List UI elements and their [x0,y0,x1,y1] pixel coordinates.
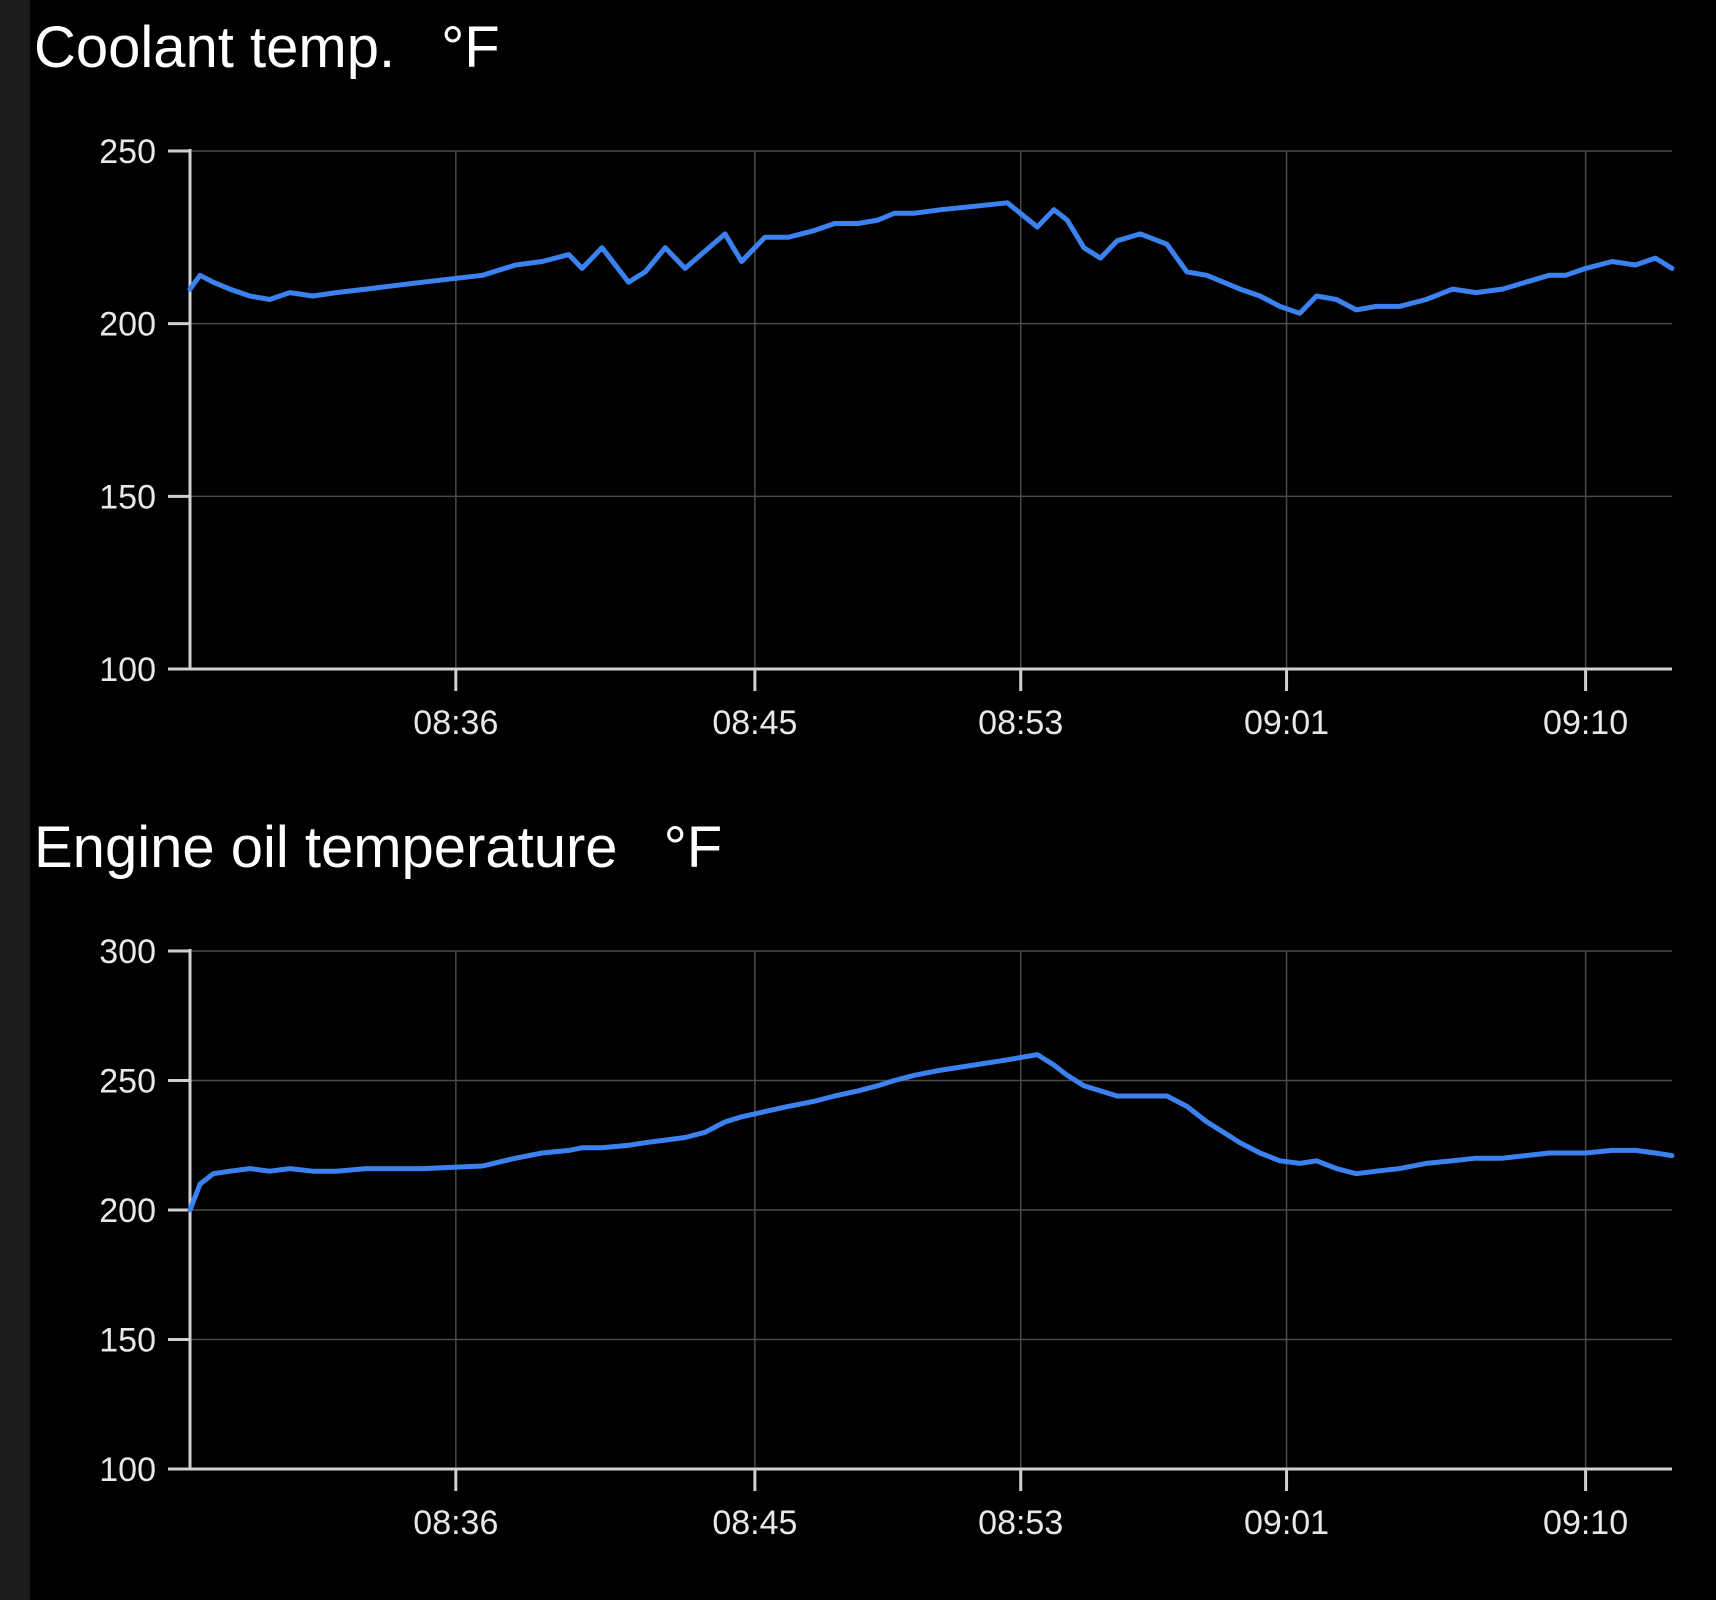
coolant-plot: 100 150 200 250 08:36 08:45 08:53 09:01 09:10 [99,133,1675,742]
chart-unit: °F [441,15,500,80]
chart-unit: °F [663,815,723,880]
x-tick-label: 08:45 [712,704,797,742]
oil-plot: 100 150 200 250 300 08:36 08:45 08:53 09:01 09:10 [99,933,1675,1542]
x-tick-label: 08:53 [978,704,1063,742]
series-line [187,1052,1675,1213]
y-tick-label: 150 [99,1322,156,1360]
y-tick-label: 100 [99,1451,156,1489]
y-tick-label: 150 [99,478,156,516]
x-tick-label: 08:36 [413,704,498,742]
series-line [187,200,1675,316]
x-tick-label: 08:45 [712,1504,797,1542]
x-tick-label: 08:36 [413,1504,498,1542]
y-tick-label: 250 [99,1063,156,1101]
y-tick-label: 100 [99,651,156,689]
oil-chart-panel: Engine oil temperature °F 100 150 200 250 300… [30,800,1716,1600]
x-tick-label: 08:53 [978,1504,1063,1542]
coolant-chart-panel: Coolant temp. °F 100 150 200 250 08:36 08:45 08… [30,0,1716,800]
y-tick-label: 250 [99,133,156,171]
chart-title-text: Coolant temp. [34,15,396,80]
y-tick-label: 200 [99,1192,156,1230]
x-tick-label: 09:01 [1244,1504,1329,1542]
chart-title: Engine oil temperature °F [34,814,722,881]
x-tick-label: 09:10 [1543,704,1628,742]
left-edge-strip [0,0,30,1600]
y-tick-label: 300 [99,933,156,971]
x-tick-label: 09:01 [1244,704,1329,742]
y-tick-label: 200 [99,306,156,344]
x-tick-label: 09:10 [1543,1504,1628,1542]
chart-title: Coolant temp. °F [34,14,500,81]
chart-title-text: Engine oil temperature [34,815,618,880]
